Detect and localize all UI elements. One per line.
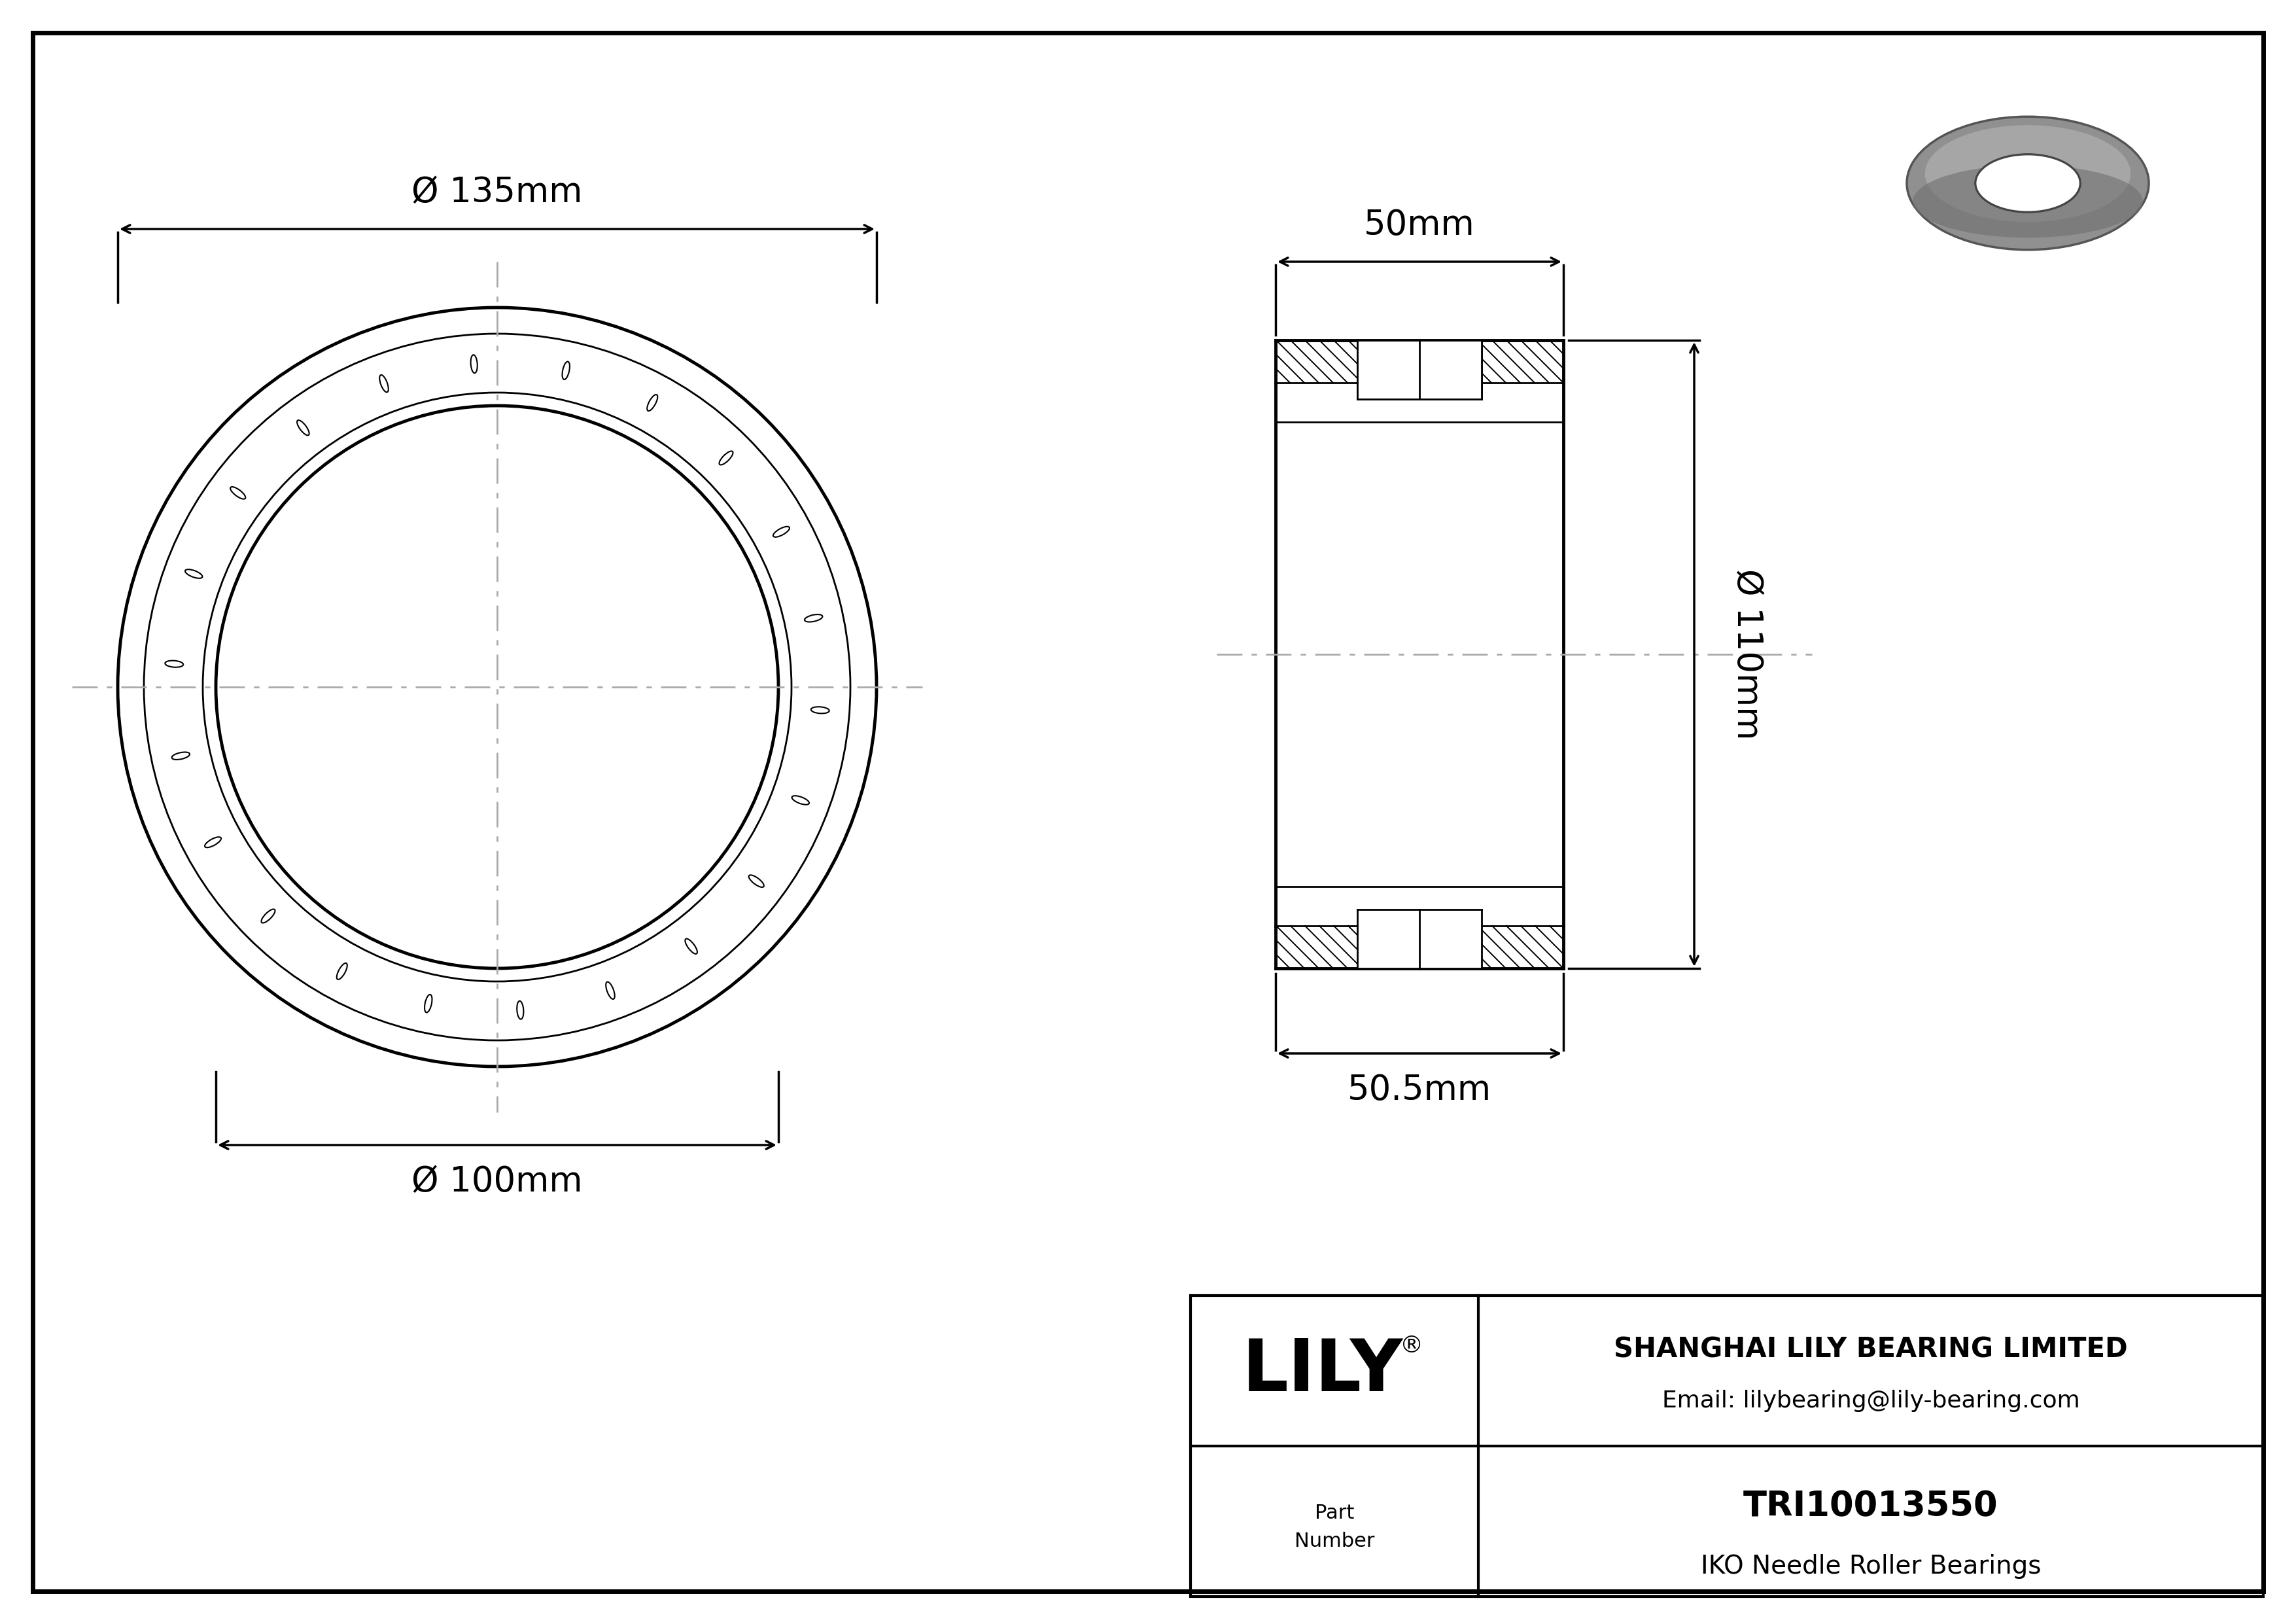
Text: Ø 135mm: Ø 135mm bbox=[411, 175, 583, 209]
Text: Ø 110mm: Ø 110mm bbox=[1731, 568, 1763, 741]
Text: ®: ® bbox=[1401, 1335, 1424, 1358]
FancyBboxPatch shape bbox=[1357, 341, 1481, 400]
Text: Ø 100mm: Ø 100mm bbox=[411, 1164, 583, 1199]
Text: Part
Number: Part Number bbox=[1295, 1504, 1375, 1551]
Text: 50.5mm: 50.5mm bbox=[1348, 1073, 1492, 1108]
Text: SHANGHAI LILY BEARING LIMITED: SHANGHAI LILY BEARING LIMITED bbox=[1614, 1337, 2128, 1364]
Ellipse shape bbox=[1906, 117, 2149, 250]
Text: Email: lilybearing@lily-bearing.com: Email: lilybearing@lily-bearing.com bbox=[1662, 1390, 2080, 1411]
Text: 50mm: 50mm bbox=[1364, 208, 1474, 242]
Text: LILY: LILY bbox=[1242, 1337, 1403, 1406]
Ellipse shape bbox=[1975, 154, 2080, 213]
Ellipse shape bbox=[1913, 166, 2142, 237]
Bar bbox=[1192, 1296, 2264, 1596]
Ellipse shape bbox=[1975, 154, 2080, 213]
FancyBboxPatch shape bbox=[1357, 909, 1481, 968]
Text: IKO Needle Roller Bearings: IKO Needle Roller Bearings bbox=[1701, 1554, 2041, 1579]
Ellipse shape bbox=[1924, 125, 2131, 222]
Text: TRI10013550: TRI10013550 bbox=[1743, 1489, 1998, 1523]
